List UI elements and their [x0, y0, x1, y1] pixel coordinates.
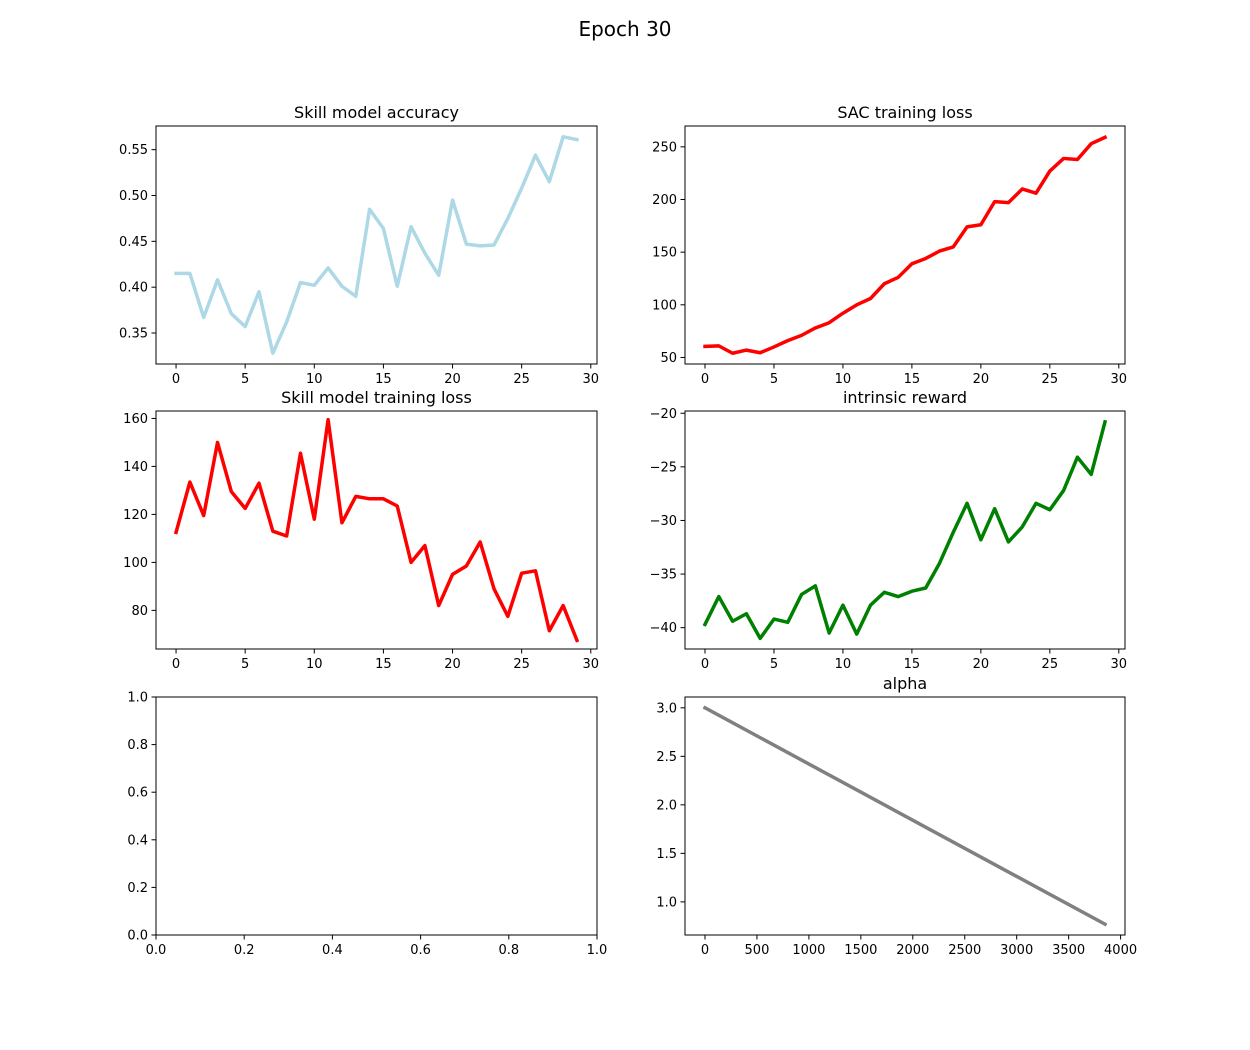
y-tick-label: 0.6: [127, 786, 148, 801]
chart-panel-2: SAC training loss 0 5 10 15 20 25 30 50 100 150 200…: [652, 103, 1127, 387]
x-tick-label: 0: [172, 657, 180, 672]
y-tick-label: 0.45: [119, 235, 148, 250]
series-line: [173, 417, 580, 643]
x-tick-label: 1000: [792, 943, 825, 958]
chart-panel-4: intrinsic reward 0 5 10 15 20 25 30 −40 −35 −30 −25…: [650, 388, 1128, 672]
y-tick-label: 1.0: [656, 895, 677, 910]
axes-frame: [684, 696, 1126, 936]
x-tick-label: 1500: [844, 943, 877, 958]
x-tick-label: 10: [835, 657, 852, 672]
x-tick-label: 20: [444, 372, 461, 387]
x-tick-label: 20: [973, 372, 990, 387]
x-tick-label: 3500: [1052, 943, 1085, 958]
chart-panel-3: Skill model training loss 0 5 10 15 20 25 30 80 1…: [123, 388, 599, 672]
x-tick-label: 10: [835, 372, 852, 387]
y-tick-label: 2.5: [656, 750, 677, 765]
y-tick-label: 0.4: [127, 833, 148, 848]
x-tick-label: 1.0: [587, 943, 608, 958]
y-tick-label: 150: [652, 246, 677, 261]
x-tick-label: 25: [1042, 657, 1059, 672]
x-tick-label: 2000: [896, 943, 929, 958]
x-tick-label: 15: [375, 657, 392, 672]
x-tick-label: 0: [701, 372, 709, 387]
x-tick-label: 25: [1042, 372, 1059, 387]
chart-title: intrinsic reward: [843, 388, 967, 407]
x-tick-label: 10: [306, 372, 323, 387]
chart-title: SAC training loss: [837, 103, 972, 122]
x-tick-label: 5: [241, 657, 249, 672]
chart-title: alpha: [883, 674, 927, 693]
series-line: [702, 705, 1108, 927]
y-tick-label: 100: [652, 298, 677, 313]
x-tick-label: 2500: [948, 943, 981, 958]
x-tick-label: 0: [701, 657, 709, 672]
axes-frame: [155, 125, 598, 365]
y-tick-label: 50: [660, 351, 677, 366]
x-tick-label: 30: [583, 372, 600, 387]
y-tick-label: 200: [652, 193, 677, 208]
series-line: [703, 135, 1108, 356]
y-tick-label: 0.40: [119, 281, 148, 296]
y-tick-label: 2.0: [656, 798, 677, 813]
x-tick-label: 3000: [1000, 943, 1033, 958]
x-tick-label: 5: [241, 372, 249, 387]
chart-title: Skill model training loss: [281, 388, 472, 407]
x-tick-label: 10: [306, 657, 323, 672]
x-tick-label: 0.6: [410, 943, 431, 958]
x-tick-label: 500: [745, 943, 770, 958]
x-tick-label: 25: [513, 657, 530, 672]
y-tick-label: 1.5: [656, 847, 677, 862]
x-tick-label: 15: [375, 372, 392, 387]
y-tick-label: 120: [123, 508, 148, 523]
axes-frame: [155, 696, 598, 936]
x-tick-label: 0.4: [322, 943, 343, 958]
chart-title: Skill model accuracy: [294, 103, 459, 122]
x-tick-label: 5: [770, 657, 778, 672]
y-tick-label: 100: [123, 556, 148, 571]
y-tick-label: 0.50: [119, 189, 148, 204]
x-tick-label: 0.2: [234, 943, 255, 958]
y-tick-label: 0.35: [119, 327, 148, 342]
x-tick-label: 0.8: [498, 943, 519, 958]
axes-frame: [684, 410, 1126, 650]
chart-panel-1: Skill model accuracy 0 5 10 15 20 25 30 0.35 0.40…: [119, 103, 599, 387]
y-tick-label: 0.55: [119, 143, 148, 158]
x-tick-label: 5: [770, 372, 778, 387]
x-tick-label: 30: [583, 657, 600, 672]
axes-frame: [155, 410, 598, 650]
y-tick-label: 0.8: [127, 738, 148, 753]
x-tick-label: 30: [1111, 657, 1128, 672]
y-tick-label: 160: [123, 412, 148, 427]
y-tick-label: −25: [650, 460, 677, 475]
x-tick-label: 0: [172, 372, 180, 387]
series-line: [174, 135, 580, 355]
series-line: [702, 419, 1108, 641]
x-tick-label: 25: [513, 372, 530, 387]
y-tick-label: 140: [123, 460, 148, 475]
x-tick-label: 30: [1111, 372, 1128, 387]
x-tick-label: 0: [701, 943, 709, 958]
y-tick-label: −40: [650, 621, 677, 636]
x-tick-label: 20: [444, 657, 461, 672]
y-tick-label: 80: [131, 604, 148, 619]
x-tick-label: 20: [973, 657, 990, 672]
y-tick-label: 1.0: [127, 691, 148, 706]
figure-title: Epoch 30: [578, 17, 671, 41]
y-tick-label: −30: [650, 514, 677, 529]
y-tick-label: −35: [650, 568, 677, 583]
chart-panel-5: 0.0 0.2 0.4 0.6 0.8 1.0 0.0 0.2 0.4 0.6 0.8 1.0: [127, 691, 607, 959]
y-tick-label: 0.2: [127, 881, 148, 896]
x-tick-label: 15: [904, 657, 921, 672]
x-tick-label: 15: [904, 372, 921, 387]
y-tick-label: 3.0: [656, 701, 677, 716]
x-tick-label: 0.0: [146, 943, 167, 958]
y-tick-label: −20: [650, 407, 677, 422]
axes-frame: [684, 125, 1126, 365]
y-tick-label: 250: [652, 140, 677, 155]
y-tick-label: 0.0: [127, 929, 148, 944]
x-tick-label: 4000: [1104, 943, 1137, 958]
chart-panel-6: alpha 0 500 1000 1500 2000 2500 3000 3500 4000 1.0…: [656, 674, 1137, 958]
